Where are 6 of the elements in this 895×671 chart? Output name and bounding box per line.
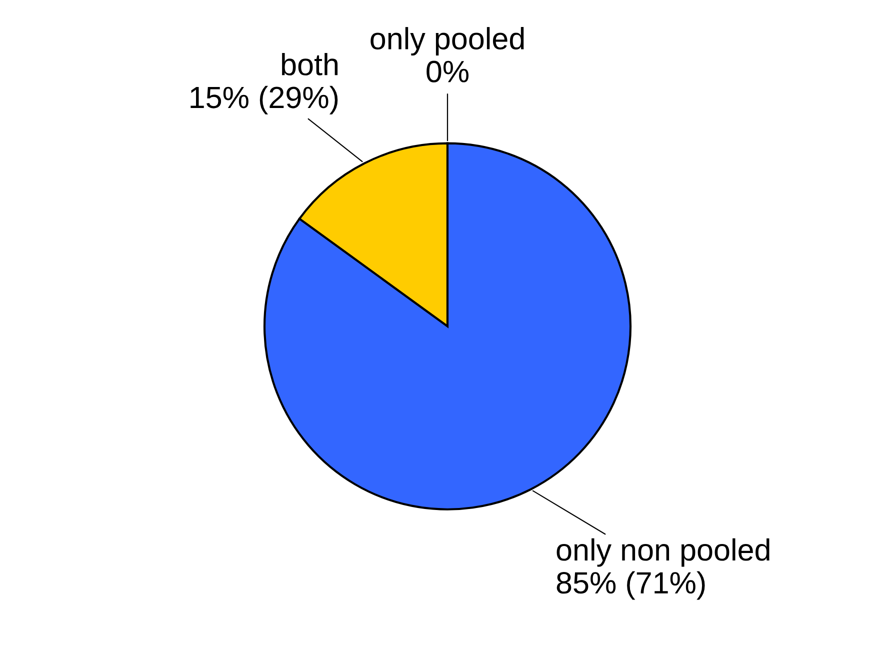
category-label: only pooled bbox=[370, 27, 524, 56]
text: 0% bbox=[426, 60, 468, 82]
data-label: 15% (29%) bbox=[190, 86, 338, 114]
data-label: 85% (71%) bbox=[556, 571, 705, 600]
slice-label: both bbox=[282, 52, 338, 76]
slice-label: only non pooled bbox=[556, 538, 770, 567]
